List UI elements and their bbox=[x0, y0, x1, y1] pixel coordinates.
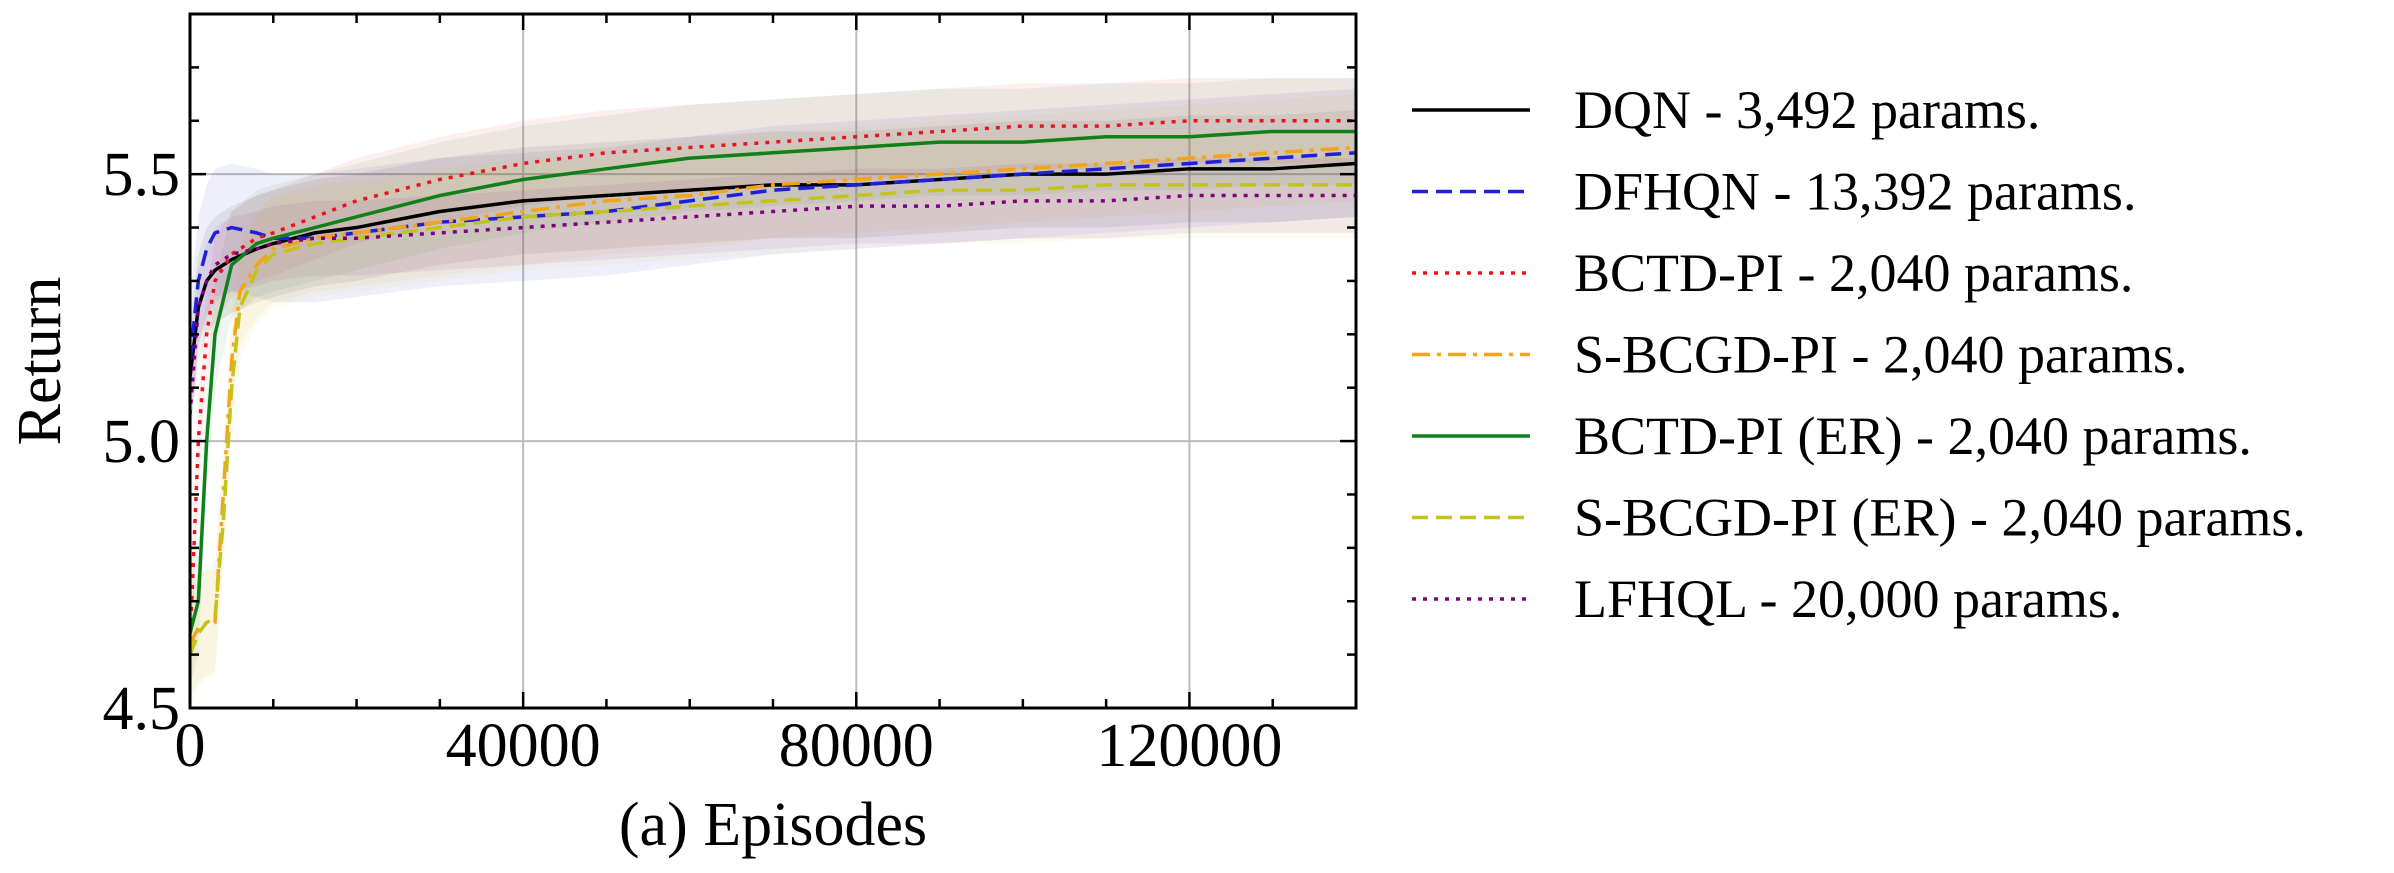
y-tick-label-2: 5.5 bbox=[103, 141, 181, 209]
band-series-3 bbox=[190, 94, 1356, 698]
legend-label-0: DQN - 3,492 params. bbox=[1574, 80, 2040, 140]
grid bbox=[190, 14, 1356, 708]
y-axis-title: Return bbox=[6, 277, 74, 446]
x-tick-label-0: 0 bbox=[175, 712, 206, 780]
line-series-4 bbox=[190, 129, 1356, 634]
band-series-5 bbox=[190, 131, 1356, 708]
line-series-2 bbox=[190, 119, 1356, 645]
legend-label-5: S-BCGD-PI (ER) - 2,040 params. bbox=[1574, 488, 2306, 548]
plot-background bbox=[190, 14, 1356, 708]
line-series-5 bbox=[190, 183, 1356, 656]
y-tick-label-1: 5.0 bbox=[103, 408, 181, 476]
legend-label-4: BCTD-PI (ER) - 2,040 params. bbox=[1574, 406, 2252, 466]
x-tick-label-3: 120000 bbox=[1096, 712, 1282, 780]
y-tick-label-0: 4.5 bbox=[103, 675, 181, 743]
band-series-4 bbox=[190, 78, 1356, 687]
legend-label-6: LFHQL - 20,000 params. bbox=[1574, 569, 2122, 629]
tick-labels: 0 40000 80000 120000 4.5 5.0 5.5 bbox=[103, 141, 1283, 780]
x-tick-label-2: 80000 bbox=[779, 712, 934, 780]
x-tick-label-1: 40000 bbox=[446, 712, 601, 780]
band-series-0 bbox=[190, 110, 1356, 431]
x-axis-title: (a) Episodes bbox=[619, 791, 927, 859]
axis-ticks bbox=[188, 12, 1358, 710]
legend-label-1: DFHQN - 13,392 params. bbox=[1574, 162, 2136, 222]
series-lines bbox=[190, 119, 1356, 656]
band-series-2 bbox=[190, 78, 1356, 687]
legend-label-2: BCTD-PI - 2,040 params. bbox=[1574, 243, 2133, 303]
line-series-0 bbox=[190, 161, 1356, 378]
band-series-6 bbox=[190, 158, 1356, 452]
legend-label-3: S-BCGD-PI - 2,040 params. bbox=[1574, 325, 2187, 385]
legend: DQN - 3,492 params. DFHQN - 13,392 params… bbox=[1412, 80, 2306, 629]
